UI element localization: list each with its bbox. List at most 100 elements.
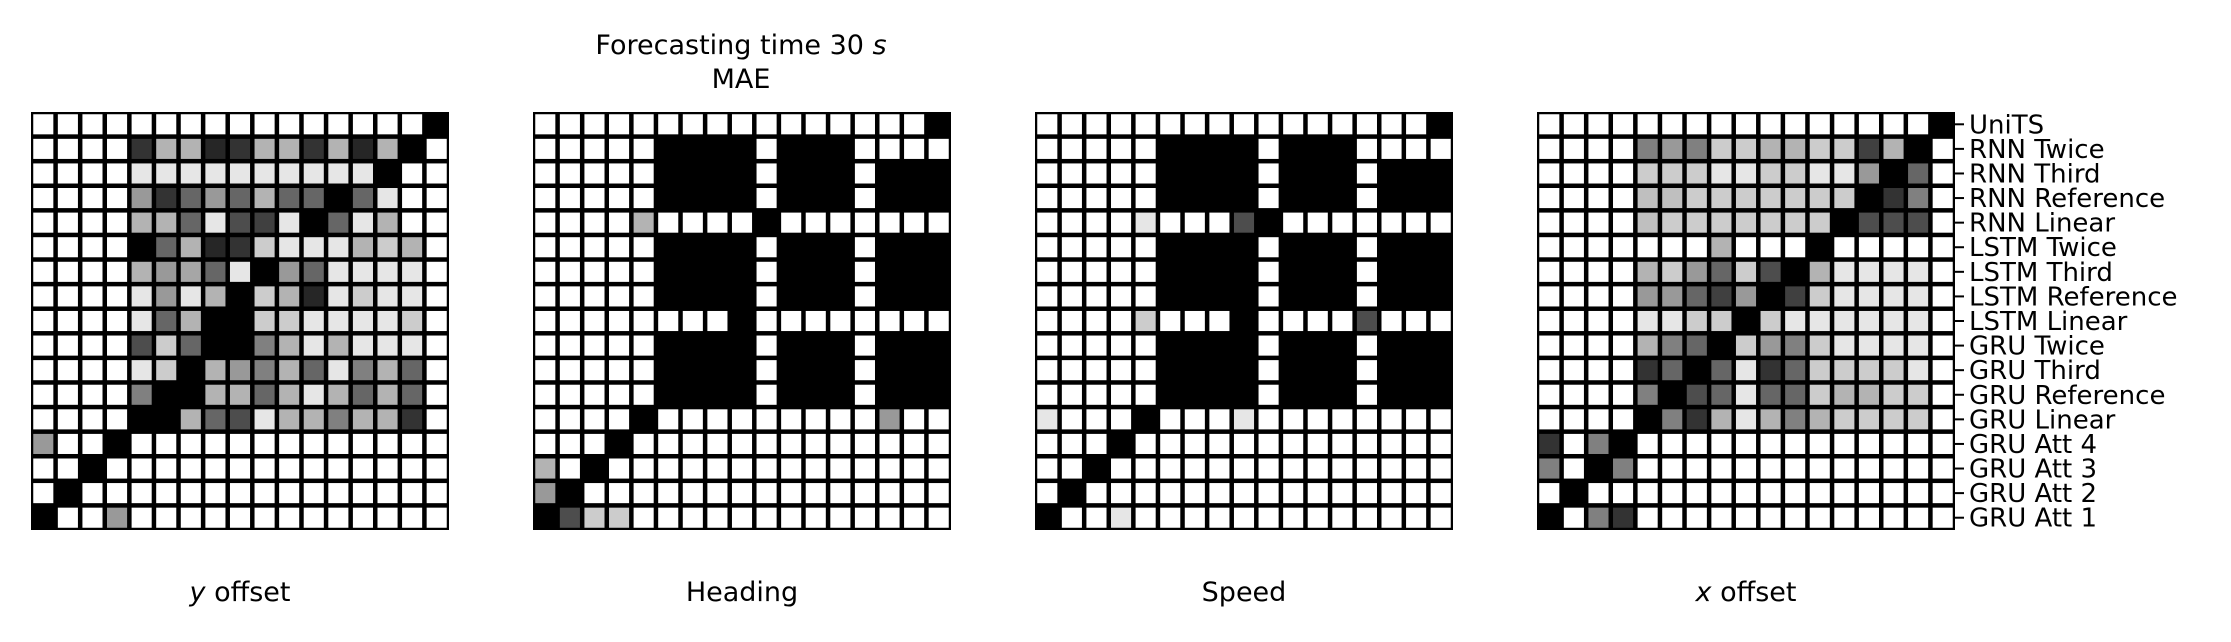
heatmap-cell: [707, 286, 728, 307]
heatmap-cell: [805, 483, 826, 504]
heatmap-cell: [1037, 237, 1058, 258]
heatmap-cell: [1785, 114, 1806, 135]
heatmap-cell: [1258, 212, 1279, 233]
heatmap-cell: [1563, 483, 1584, 504]
heatmap-cell: [328, 458, 349, 479]
heatmap-cell: [731, 138, 753, 159]
heatmap-cell: [658, 483, 679, 504]
heatmap-cell: [1908, 261, 1929, 282]
heatmap-cell: [904, 360, 925, 381]
heatmap-cell: [1613, 384, 1634, 405]
heatmap-cell: [1160, 458, 1181, 479]
heatmap-cell: [1381, 384, 1402, 405]
heatmap-cell: [1135, 138, 1156, 159]
heatmap-cell: [1307, 483, 1328, 504]
heatmap-cell: [633, 114, 654, 135]
heatmap-cell: [535, 237, 556, 258]
heatmap-cell: [633, 286, 654, 307]
heatmap-cell: [1086, 310, 1107, 332]
heatmap-cell: [854, 384, 875, 405]
heatmap-cell: [1135, 237, 1156, 258]
heatmap-cell: [107, 335, 128, 356]
heatmap-cell: [1332, 261, 1353, 282]
heatmap-cell: [377, 458, 398, 479]
heatmap-cell: [1735, 138, 1757, 159]
heatmap-cell: [82, 138, 103, 159]
heatmap-cell: [1809, 114, 1830, 135]
heatmap-cell: [781, 483, 802, 504]
heatmap-cell: [1834, 409, 1855, 430]
heatmap-cell: [1307, 163, 1328, 184]
heatmap-cell: [559, 237, 580, 258]
heatmap-cell: [928, 237, 949, 258]
heatmap-cell: [131, 433, 152, 454]
heatmap-cell: [254, 212, 275, 233]
heatmap-cell: [1283, 188, 1304, 209]
heatmap-cell: [426, 188, 447, 209]
heatmap-cell: [1111, 384, 1132, 405]
heatmap-cell: [805, 138, 826, 159]
heatmap-cell: [402, 163, 423, 184]
heatmap-cell: [1908, 433, 1929, 454]
heatmap-cell: [1356, 433, 1377, 454]
heatmap-cell: [1809, 409, 1830, 430]
heatmap-cell: [1061, 310, 1082, 332]
heatmap-cell: [1809, 188, 1830, 209]
heatmap-cell: [107, 409, 128, 430]
heatmap-cell: [658, 114, 679, 135]
heatmap-cell: [707, 458, 728, 479]
heatmap-cell: [707, 138, 728, 159]
heatmap-cell: [426, 163, 447, 184]
heatmap-cell: [1061, 360, 1082, 381]
heatmap-cell: [1588, 458, 1609, 479]
heatmap-cell: [1785, 310, 1806, 332]
heatmap-cell: [1883, 212, 1904, 233]
heatmap-cell: [559, 433, 580, 454]
heatmap-cell: [682, 261, 703, 282]
heatmap-cell: [1184, 286, 1205, 307]
heatmap-cell: [805, 507, 826, 528]
heatmap-cell: [1160, 114, 1181, 135]
heatmap-cell: [584, 458, 605, 479]
heatmap-cell: [33, 286, 54, 307]
heatmap-cell: [254, 310, 275, 332]
heatmap-cell: [805, 286, 826, 307]
heatmap-cell: [33, 261, 54, 282]
heatmap-cell: [1135, 310, 1156, 332]
heatmap-cell: [1539, 409, 1560, 430]
heatmap-cell: [658, 310, 679, 332]
heatmap-cell: [180, 384, 201, 405]
heatmap-cell: [1332, 384, 1353, 405]
heatmap-cell: [1539, 188, 1560, 209]
heatmap-cell: [1430, 335, 1451, 356]
heatmap-cell: [303, 507, 324, 528]
heatmap-cell: [1858, 335, 1879, 356]
heatmap-cell: [1258, 310, 1279, 332]
heatmap-cell: [1406, 310, 1427, 332]
heatmap-cell: [377, 384, 398, 405]
heatmap-cell: [633, 261, 654, 282]
heatmap-cell: [1613, 188, 1634, 209]
heatmap-cell: [707, 188, 728, 209]
heatmap-cell: [156, 335, 177, 356]
heatmap-cell: [1332, 483, 1353, 504]
heatmap-cell: [33, 212, 54, 233]
heatmap-cell: [1637, 163, 1658, 184]
heatmap-cell: [1283, 409, 1304, 430]
heatmap-cell: [1283, 163, 1304, 184]
heatmap-cell: [205, 335, 226, 356]
heatmap-cell: [1711, 163, 1732, 184]
heatmap-cell: [731, 507, 753, 528]
heatmap-cell: [1037, 286, 1058, 307]
heatmap-cell: [1834, 335, 1855, 356]
heatmap-cell: [279, 212, 300, 233]
heatmap-cell: [328, 261, 349, 282]
heatmap-cell: [1332, 138, 1353, 159]
heatmap-cell: [609, 433, 630, 454]
heatmap-cell: [1563, 384, 1584, 405]
heatmap-cell: [805, 433, 826, 454]
y-tick-label: RNN Reference: [1969, 184, 2165, 214]
heatmap-cell: [254, 483, 275, 504]
heatmap-cell: [180, 114, 201, 135]
heatmap-cell: [1662, 114, 1683, 135]
